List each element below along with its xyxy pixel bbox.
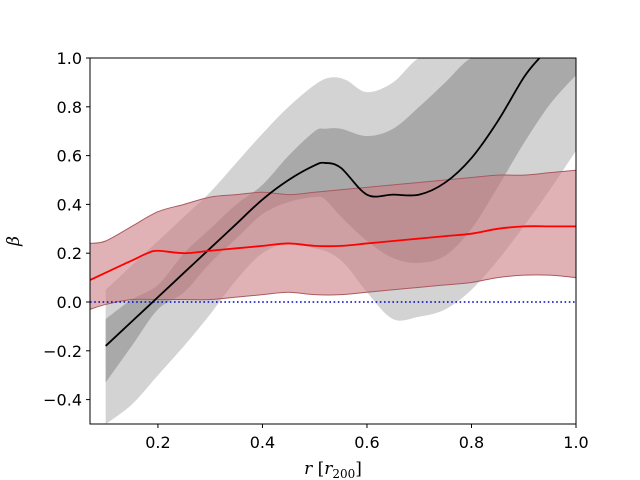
x-axis-label: r [r200] xyxy=(304,459,362,480)
x-tick-label: 0.4 xyxy=(250,433,275,452)
y-tick-label: 0.8 xyxy=(57,98,82,117)
y-tick-label: −0.4 xyxy=(43,391,82,410)
x-tick-label: 0.6 xyxy=(354,433,379,452)
black-inner-band xyxy=(105,58,576,383)
y-tick-label: 0.4 xyxy=(57,195,82,214)
y-tick-label: 0.2 xyxy=(57,244,82,263)
y-tick-label: −0.2 xyxy=(43,342,82,361)
x-tick-label: 0.2 xyxy=(145,433,170,452)
plot-frame xyxy=(89,57,577,425)
y-tick-label: 1.0 xyxy=(57,49,82,68)
x-tick-label: 1.0 xyxy=(563,433,588,452)
y-axis-label: β xyxy=(4,236,24,247)
x-tick-label: 0.8 xyxy=(459,433,484,452)
red-median-line xyxy=(90,225,576,281)
y-tick-label: 0.0 xyxy=(57,293,82,312)
black-median-line xyxy=(105,58,541,347)
red-band xyxy=(90,169,576,310)
y-tick-label: 0.6 xyxy=(57,147,82,166)
